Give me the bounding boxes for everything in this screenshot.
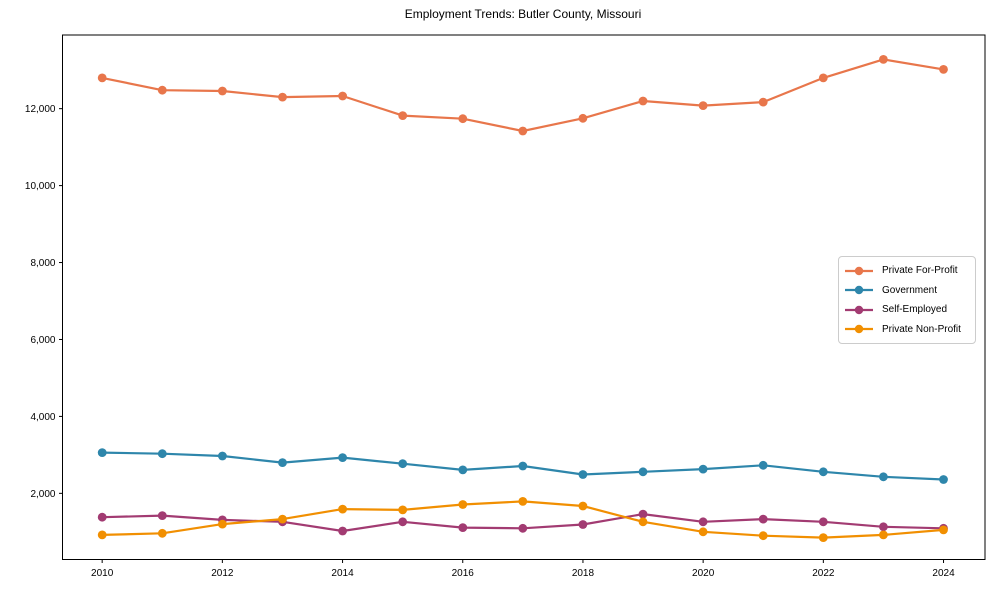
legend-item-government: Government [844,281,969,301]
data-point-private-non-profit-2016 [458,500,468,509]
legend-label: Private For-Profit [882,265,958,277]
data-point-private-for-profit-2019 [638,96,648,106]
data-point-private-non-profit-2020 [698,527,708,537]
data-point-private-non-profit-2019 [638,517,648,527]
x-tick-label: 2022 [812,568,835,579]
data-point-private-for-profit-2022 [818,73,828,83]
legend-dot [854,266,864,275]
data-point-government-2011 [157,449,167,459]
series-line-private-for-profit [101,58,945,133]
data-point-government-2021 [758,460,768,470]
legend-label: Government [882,284,938,296]
legend-marker-private-for-profit [845,266,873,275]
legend-marker-self-employed [845,305,873,314]
data-point-private-non-profit-2010 [97,530,107,540]
x-tick-label: 2012 [211,568,234,579]
series-private-for-profit [97,55,948,136]
data-point-government-2022 [818,467,828,477]
data-point-private-for-profit-2021 [758,97,768,107]
chart-title: Employment Trends: Butler County, Missou… [404,7,642,21]
data-point-government-2013 [278,458,287,467]
y-tick-label: 6,000 [30,335,55,346]
data-point-private-for-profit-2014 [338,91,347,101]
x-tick-label: 2018 [572,568,595,579]
data-point-private-non-profit-2017 [518,497,528,506]
data-point-self-employed-2015 [398,517,408,527]
legend: Private For-Profit Government Self-Employe… [838,256,976,344]
data-point-government-2018 [578,470,588,479]
data-point-private-for-profit-2010 [97,73,107,83]
legend-item-private-non-profit: Private Non-Profit [844,320,969,340]
data-point-government-2016 [458,465,468,475]
data-point-self-employed-2020 [698,517,708,527]
series-government [97,448,948,484]
series-private-non-profit [97,497,948,542]
data-point-private-non-profit-2011 [157,528,167,538]
data-point-private-non-profit-2013 [278,514,287,524]
legend-label: Self-Employed [882,304,948,316]
data-point-self-employed-2016 [458,523,468,532]
data-point-private-non-profit-2018 [578,501,588,511]
data-point-private-non-profit-2021 [758,531,768,541]
data-point-government-2010 [97,448,107,457]
data-point-self-employed-2011 [157,511,167,520]
y-tick-label: 2,000 [30,489,55,500]
data-point-government-2020 [698,464,708,474]
legend-dot [854,305,864,314]
data-point-government-2024 [939,475,948,484]
data-point-self-employed-2018 [578,520,588,529]
data-point-private-non-profit-2012 [218,519,227,529]
data-point-private-non-profit-2022 [818,533,828,542]
data-point-private-for-profit-2011 [157,85,167,95]
data-point-private-for-profit-2017 [518,126,528,136]
data-point-self-employed-2010 [97,512,107,522]
data-point-self-employed-2019 [638,509,648,519]
data-point-self-employed-2021 [758,514,768,524]
x-tick-label: 2014 [331,568,354,579]
data-point-government-2012 [218,451,227,461]
data-point-private-for-profit-2020 [698,101,708,110]
data-point-private-for-profit-2018 [578,113,588,123]
data-point-private-for-profit-2013 [278,92,287,102]
x-tick-label: 2020 [692,568,715,579]
data-point-government-2023 [879,472,888,482]
legend-item-private-for-profit: Private For-Profit [844,261,969,281]
data-point-self-employed-2023 [879,522,888,532]
legend-label: Private Non-Profit [882,323,961,335]
data-point-government-2019 [638,467,648,477]
series-self-employed [97,509,948,536]
y-tick-label: 8,000 [30,258,55,269]
legend-item-self-employed: Self-Employed [844,300,969,320]
x-tick-label: 2016 [452,568,475,579]
x-tick-label: 2024 [932,568,955,579]
data-point-private-non-profit-2024 [939,525,948,535]
data-point-private-for-profit-2016 [458,114,468,124]
data-point-private-non-profit-2015 [398,505,408,515]
data-point-private-non-profit-2014 [338,504,347,514]
data-point-private-for-profit-2012 [218,86,227,96]
legend-marker-government [845,286,873,295]
data-point-self-employed-2014 [338,526,347,536]
legend-marker-private-non-profit [845,325,873,334]
legend-dot [854,286,864,295]
data-point-self-employed-2017 [518,523,528,533]
data-point-government-2017 [518,461,528,471]
data-point-private-for-profit-2015 [398,111,408,120]
legend-dot [854,325,864,334]
data-point-self-employed-2022 [818,517,828,527]
data-point-private-for-profit-2024 [939,65,948,74]
data-point-government-2015 [398,459,408,469]
data-point-private-non-profit-2023 [879,530,888,540]
y-tick-label: 4,000 [30,412,55,423]
data-point-private-for-profit-2023 [879,55,888,64]
axes-frame [62,34,986,560]
data-point-government-2014 [338,453,347,462]
y-tick-label: 12,000 [25,104,56,115]
x-tick-label: 2010 [91,568,114,579]
y-tick-label: 10,000 [25,181,56,192]
